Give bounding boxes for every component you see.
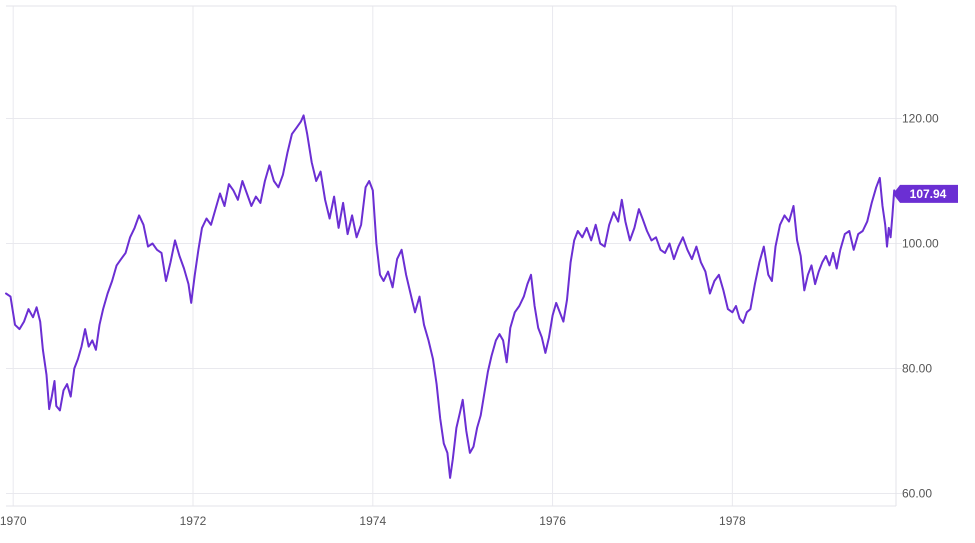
series-line — [5, 114, 897, 479]
y-axis-ticks: 60.00 80.00 100.00 120.00 — [902, 112, 939, 501]
x-tick-label: 1974 — [359, 514, 386, 528]
x-tick-label: 1970 — [0, 514, 27, 528]
x-tick-label: 1976 — [539, 514, 566, 528]
x-tick-label: 1972 — [180, 514, 207, 528]
y-tick-label: 60.00 — [902, 487, 932, 501]
last-value-badge-shape — [893, 184, 958, 203]
y-tick-label: 120.00 — [902, 112, 939, 126]
y-tick-label: 80.00 — [902, 362, 932, 376]
last-value-label: 107.94 — [910, 187, 947, 201]
plot-frame — [6, 5, 897, 507]
x-axis-ticks: 1970 1972 1974 1976 1978 — [0, 514, 746, 528]
y-tick-label: 100.00 — [902, 237, 939, 251]
grid — [6, 6, 902, 506]
x-tick-label: 1978 — [719, 514, 746, 528]
last-value-badge: 107.94 — [893, 184, 958, 203]
